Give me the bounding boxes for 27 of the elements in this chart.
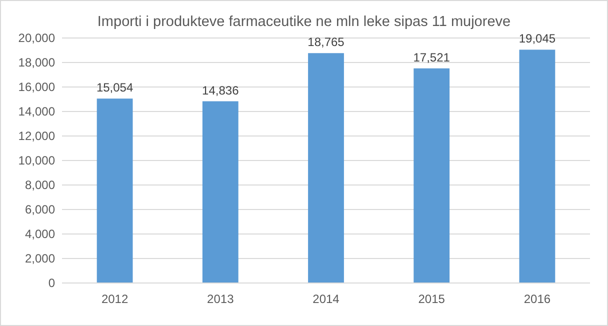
data-label: 19,045 — [518, 32, 556, 46]
bar — [414, 68, 450, 283]
bar — [308, 53, 344, 283]
y-tick-label: 20,000 — [18, 31, 56, 46]
data-label: 17,521 — [413, 50, 450, 64]
y-tick-label: 14,000 — [18, 104, 56, 119]
x-tick-label: 2014 — [312, 292, 340, 306]
chart-title: Importi i produkteve farmaceutike ne mln leke sipas 11 mujoreve — [97, 14, 511, 30]
x-tick-label: 2016 — [524, 292, 551, 306]
y-tick-label: 12,000 — [18, 129, 56, 144]
y-tick-label: 16,000 — [18, 80, 56, 94]
y-tick-label: 4,000 — [24, 227, 56, 242]
data-label: 14,836 — [202, 83, 240, 98]
x-tick-label: 2013 — [207, 292, 234, 306]
data-label: 18,765 — [308, 35, 345, 50]
data-label: 15,054 — [96, 80, 134, 95]
x-tick-label: 2012 — [101, 292, 128, 306]
y-tick-label: 10,000 — [18, 154, 56, 168]
y-tick-label: 6,000 — [24, 202, 56, 217]
bar — [519, 50, 556, 283]
bar — [96, 98, 133, 283]
x-tick-label: 2015 — [418, 292, 446, 306]
y-tick-label: 18,000 — [18, 56, 56, 70]
y-tick-label: 8,000 — [24, 178, 56, 192]
y-tick-label: 0 — [48, 276, 56, 290]
y-tick-label: 2,000 — [24, 252, 56, 266]
bar — [202, 101, 238, 283]
